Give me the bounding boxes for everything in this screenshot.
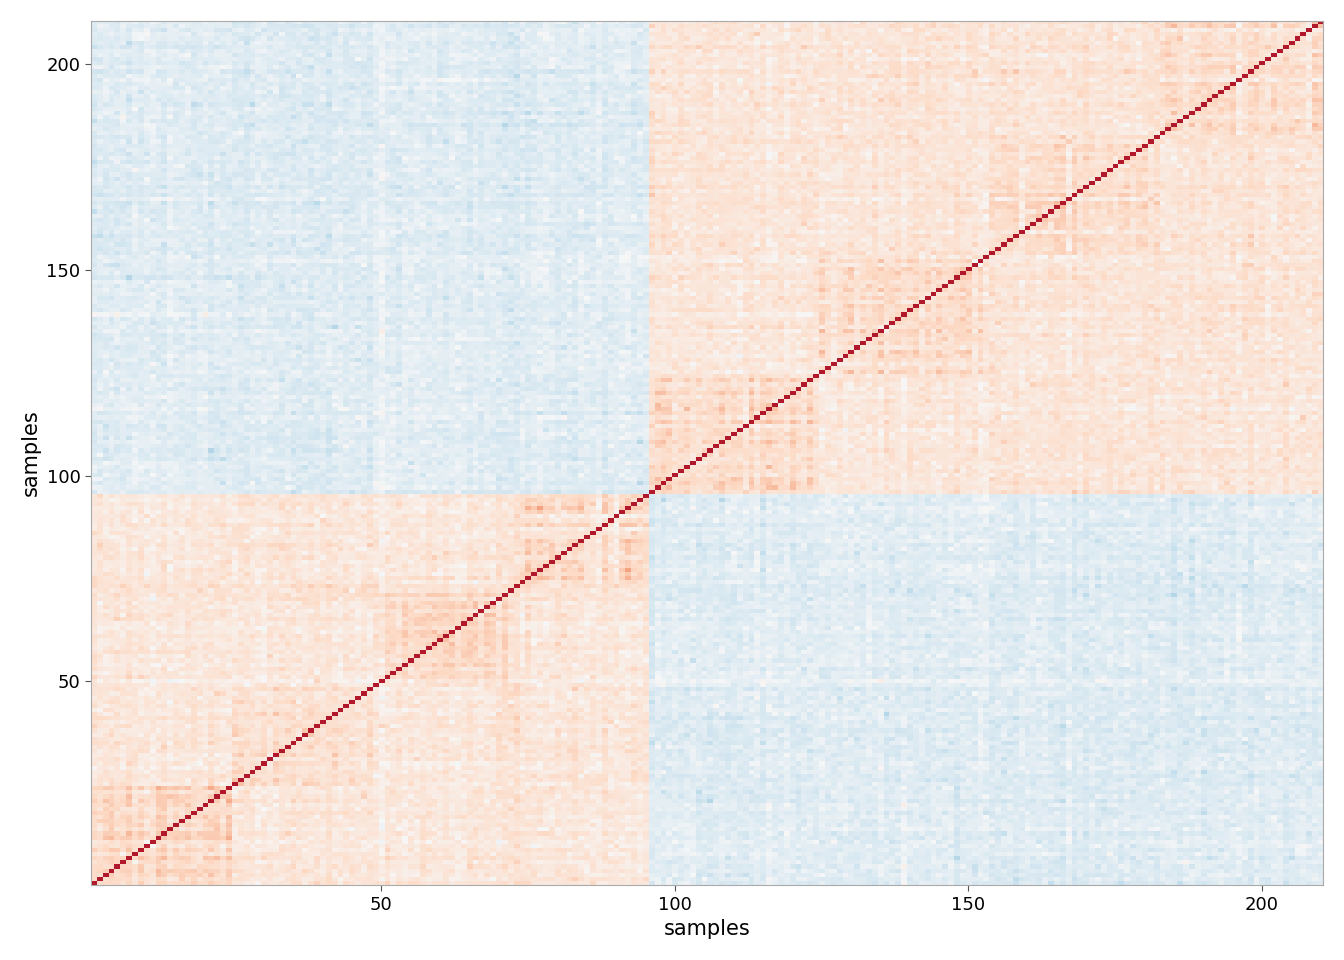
- Y-axis label: samples: samples: [22, 410, 40, 496]
- X-axis label: samples: samples: [664, 919, 750, 939]
